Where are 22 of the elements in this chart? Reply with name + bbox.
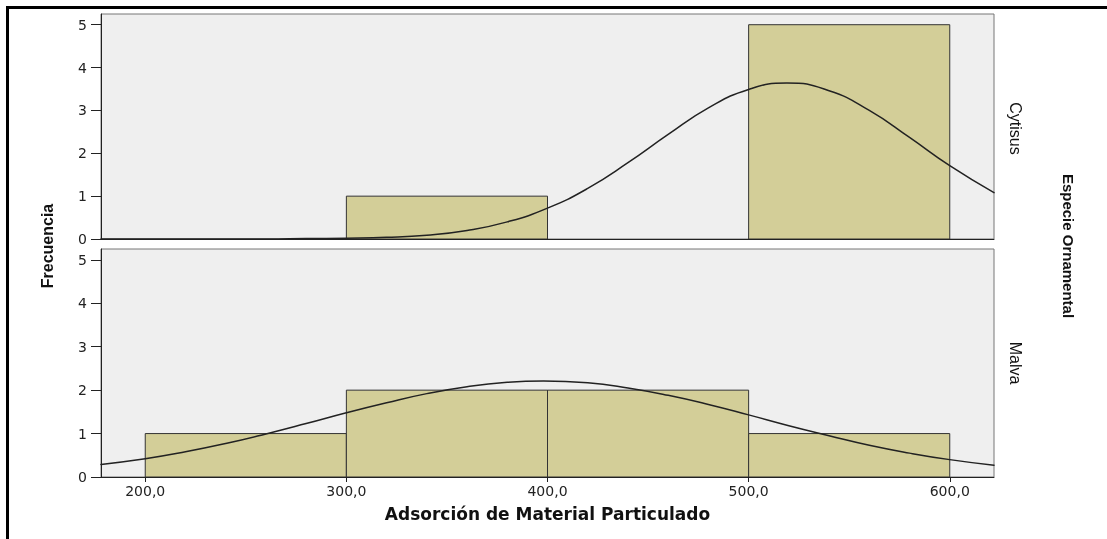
y-tick-label: 0 bbox=[78, 469, 87, 485]
y-tick-label: 1 bbox=[78, 188, 87, 205]
text: Malva bbox=[1006, 341, 1024, 385]
text: Cytisus bbox=[1006, 102, 1024, 155]
x-tick-label: 500,0 bbox=[728, 483, 769, 499]
x-tick-label: 200,0 bbox=[125, 483, 166, 499]
y-axis-title: Frecuencia bbox=[39, 203, 57, 288]
x-tick-label: 300,0 bbox=[326, 483, 367, 499]
y-tick-label: 2 bbox=[78, 382, 87, 399]
y-tick-label: 2 bbox=[78, 145, 87, 162]
y-tick-label: 4 bbox=[78, 295, 88, 312]
y-tick-label: 0 bbox=[78, 231, 87, 247]
x-tick-label: 400,0 bbox=[527, 483, 568, 499]
y-tick-label: 1 bbox=[78, 425, 87, 442]
y-tick-label: 4 bbox=[78, 59, 88, 76]
y-tick-label: 5 bbox=[78, 16, 87, 33]
y-tick-label: 3 bbox=[78, 102, 87, 119]
y-tick-label: 5 bbox=[78, 251, 87, 268]
x-tick-label: 600,0 bbox=[929, 483, 970, 499]
text: Especie Ornamental bbox=[1059, 173, 1077, 318]
y-tick-label: 3 bbox=[78, 338, 87, 355]
x-axis-title: Adsorción de Material Particulado bbox=[384, 503, 711, 524]
